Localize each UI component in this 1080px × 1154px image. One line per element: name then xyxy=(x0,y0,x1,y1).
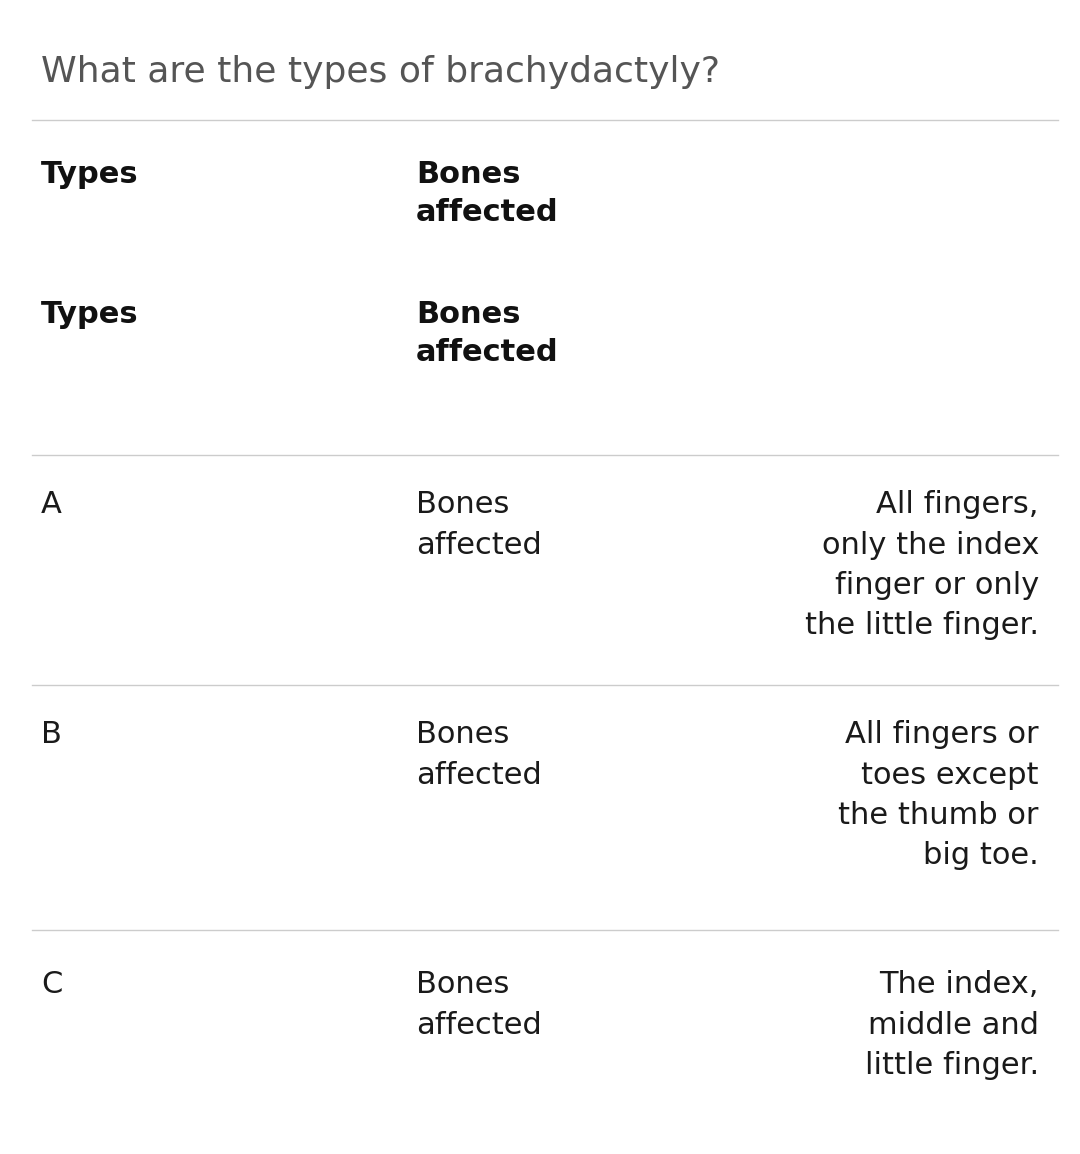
Text: Bones
affected: Bones affected xyxy=(416,490,541,560)
Text: A: A xyxy=(41,490,62,519)
Text: Types: Types xyxy=(41,300,138,329)
Text: C: C xyxy=(41,971,63,999)
Text: All fingers or
toes except
the thumb or
big toe.: All fingers or toes except the thumb or … xyxy=(838,720,1039,870)
Text: Bones
affected: Bones affected xyxy=(416,971,541,1040)
Text: Bones
affected: Bones affected xyxy=(416,720,541,789)
Text: B: B xyxy=(41,720,62,749)
Text: The index,
middle and
little finger.: The index, middle and little finger. xyxy=(865,971,1039,1080)
Text: Types: Types xyxy=(41,160,138,189)
Text: All fingers,
only the index
finger or only
the little finger.: All fingers, only the index finger or on… xyxy=(805,490,1039,640)
Text: Bones
affected: Bones affected xyxy=(416,160,558,227)
Text: What are the types of brachydactyly?: What are the types of brachydactyly? xyxy=(41,55,720,89)
Text: Bones
affected: Bones affected xyxy=(416,300,558,367)
